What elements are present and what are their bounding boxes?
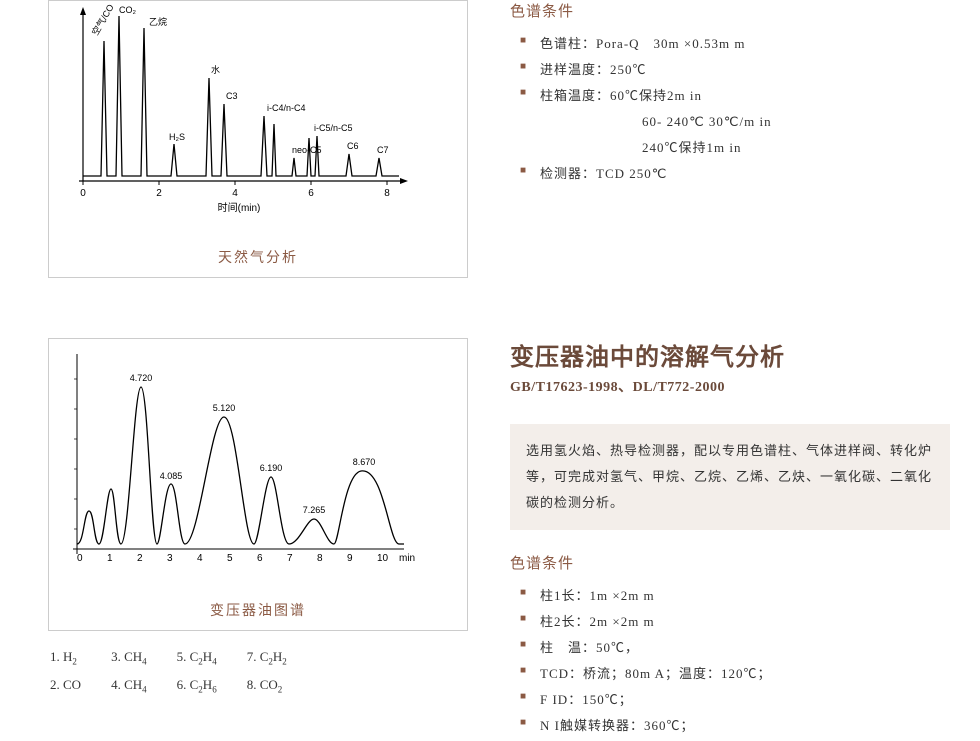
chart2-caption: 变压器油图谱: [49, 594, 467, 630]
chart1-xticks: 0 2 4 6 8: [80, 181, 390, 199]
chart2-box: 4.720 4.085 5.120 6.190 7.265 8.670 0 1 2 …: [48, 338, 468, 631]
section2-standards: GB/T17623-1998、DL/T772-2000: [510, 376, 950, 396]
svg-text:8: 8: [384, 188, 390, 199]
chart2-xticks: 0 1 2 3 4 5 6 7 8 9 10 min: [77, 553, 415, 564]
section2-desc: 选用氢火焰、热导检测器，配以专用色谱柱、气体进样阀、转化炉等，可完成对氢气、甲烷…: [510, 424, 950, 530]
cond1-sub: 240℃保持1m in: [510, 135, 950, 161]
svg-text:4: 4: [232, 188, 238, 199]
right-column: 色谱条件 色谱柱：Pora-Q 30m ×0.53m m 进样温度：250℃ 柱…: [510, 0, 950, 739]
legend-table: 1. H2 3. CH4 5. C2H4 7. C2H2 2. CO 4. CH…: [48, 643, 317, 700]
svg-text:10: 10: [377, 553, 389, 564]
svg-text:neo-C5: neo-C5: [292, 145, 322, 155]
svg-text:水: 水: [211, 64, 220, 75]
cond1-item: 柱箱温度：60℃保持2m in: [520, 83, 950, 109]
svg-text:i-C5/n-C5: i-C5/n-C5: [314, 123, 353, 133]
cond2-item: TCD：桥流；80m A；温度：120℃；: [520, 661, 950, 687]
svg-text:8: 8: [317, 553, 323, 564]
svg-text:6.190: 6.190: [260, 463, 283, 473]
svg-text:6: 6: [257, 553, 263, 564]
cond2-list: 柱1长：1m ×2m m 柱2长：2m ×2m m 柱 温：50℃， TCD：桥…: [510, 583, 950, 739]
svg-text:8.670: 8.670: [353, 457, 376, 467]
svg-text:0: 0: [77, 553, 83, 564]
svg-text:7: 7: [287, 553, 293, 564]
cond1-item: 色谱柱：Pora-Q 30m ×0.53m m: [520, 31, 950, 57]
svg-text:4: 4: [197, 553, 203, 564]
svg-text:CO₂: CO₂: [119, 5, 137, 15]
chart1-box: 0 2 4 6 8 时间(min) 空气/CO CO₂ 乙烷 H₂S 水: [48, 0, 468, 278]
cond1-list: 色谱柱：Pora-Q 30m ×0.53m m 进样温度：250℃ 柱箱温度：6…: [510, 31, 950, 109]
cond1-item: 进样温度：250℃: [520, 57, 950, 83]
svg-text:C7: C7: [377, 145, 389, 155]
svg-text:9: 9: [347, 553, 353, 564]
left-column: 0 2 4 6 8 时间(min) 空气/CO CO₂ 乙烷 H₂S 水: [48, 0, 468, 700]
chart1-caption: 天然气分析: [49, 241, 467, 277]
svg-text:6: 6: [308, 188, 314, 199]
cond2-title: 色谱条件: [510, 552, 950, 573]
svg-text:5: 5: [227, 553, 233, 564]
svg-text:4.720: 4.720: [130, 373, 153, 383]
cond2-item: N I触媒转换器：360℃；: [520, 713, 950, 739]
cond2-item: F ID：150℃；: [520, 687, 950, 713]
chart1-svg: 0 2 4 6 8 时间(min) 空气/CO CO₂ 乙烷 H₂S 水: [49, 1, 429, 241]
chart1-peak-labels: 空气/CO CO₂ 乙烷 H₂S 水 C3 i-C4/n-C4 neo-C5 i…: [89, 2, 388, 155]
legend-row: 2. CO 4. CH4 6. C2H6 8. CO2: [50, 673, 315, 699]
cond1-sub: 60- 240℃ 30℃/m in: [510, 109, 950, 135]
svg-text:3: 3: [167, 553, 173, 564]
svg-text:乙烷: 乙烷: [149, 16, 167, 27]
chart1-xlabel: 时间(min): [218, 201, 261, 214]
svg-text:min: min: [399, 553, 415, 564]
svg-text:i-C4/n-C4: i-C4/n-C4: [267, 103, 306, 113]
svg-text:2: 2: [137, 553, 143, 564]
cond2-item: 柱 温：50℃，: [520, 635, 950, 661]
cond1-title: 色谱条件: [510, 0, 950, 21]
svg-text:空气/CO: 空气/CO: [89, 2, 116, 37]
legend-row: 1. H2 3. CH4 5. C2H4 7. C2H2: [50, 645, 315, 671]
chart1-trace: [83, 16, 399, 176]
svg-text:2: 2: [156, 188, 162, 199]
svg-text:1: 1: [107, 553, 113, 564]
cond1-list2: 检测器：TCD 250℃: [510, 161, 950, 187]
svg-text:7.265: 7.265: [303, 505, 326, 515]
cond1-item: 检测器：TCD 250℃: [520, 161, 950, 187]
svg-text:4.085: 4.085: [160, 471, 183, 481]
svg-text:C6: C6: [347, 141, 359, 151]
cond2-item: 柱2长：2m ×2m m: [520, 609, 950, 635]
svg-text:C3: C3: [226, 91, 238, 101]
svg-text:0: 0: [80, 188, 86, 199]
cond2-item: 柱1长：1m ×2m m: [520, 583, 950, 609]
chart2-svg: 4.720 4.085 5.120 6.190 7.265 8.670 0 1 2 …: [49, 339, 429, 594]
svg-text:H₂S: H₂S: [169, 132, 185, 142]
svg-text:5.120: 5.120: [213, 403, 236, 413]
section2-heading: 变压器油中的溶解气分析: [510, 337, 950, 372]
